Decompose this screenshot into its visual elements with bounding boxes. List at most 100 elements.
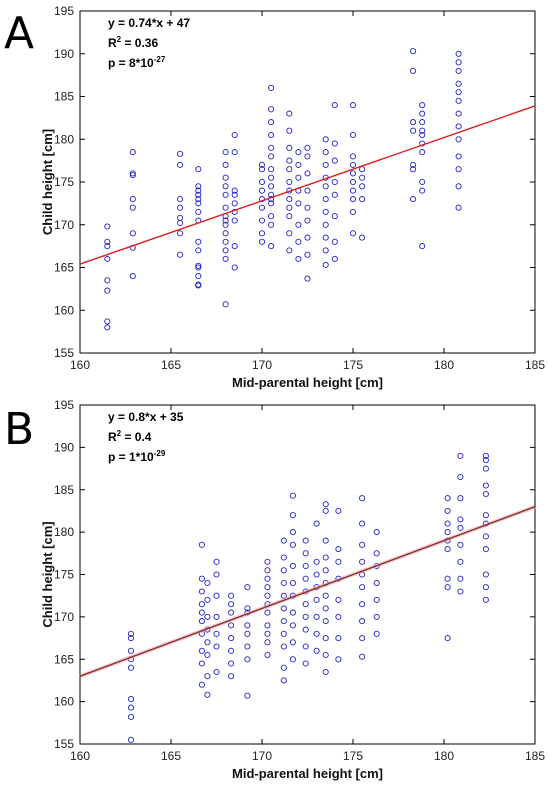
data-point: [482, 452, 489, 459]
data-point: [304, 170, 311, 177]
data-point: [455, 123, 462, 130]
x-tick-label: 170: [252, 358, 272, 372]
data-point: [258, 217, 266, 224]
p-value-base: p = 1*10: [108, 450, 154, 464]
data-point: [177, 214, 184, 221]
data-point: [195, 187, 202, 194]
y-axis-label: Child height [cm]: [40, 129, 55, 235]
data-point: [268, 221, 275, 228]
y-tick-label: 155: [54, 346, 74, 360]
data-point: [204, 651, 211, 659]
data-point: [127, 647, 135, 654]
data-point: [280, 677, 287, 684]
data-point: [228, 635, 235, 642]
data-point: [268, 200, 275, 207]
data-point: [322, 635, 329, 642]
data-point: [373, 529, 380, 536]
data-point: [264, 567, 271, 574]
data-point: [244, 584, 251, 591]
data-point: [231, 187, 238, 194]
data-point: [331, 213, 338, 220]
data-point: [127, 664, 135, 671]
data-point: [419, 119, 426, 126]
data-point: [455, 80, 462, 87]
data-point: [204, 673, 211, 680]
data-point: [349, 131, 357, 139]
panel-b: B 160 165 170 175 180 18515516016517017518018…: [4, 398, 545, 781]
data-point: [195, 200, 202, 207]
data-point: [228, 609, 235, 616]
data-point: [268, 144, 275, 151]
r-squared-text: R2 = 0.36: [108, 35, 158, 50]
y-tick-label: 190: [54, 47, 74, 61]
data-point: [419, 187, 426, 194]
data-point: [286, 144, 293, 151]
y-tick-label: 190: [54, 440, 74, 454]
data-point: [455, 50, 462, 57]
data-point: [198, 660, 205, 667]
data-point: [304, 217, 311, 224]
data-point: [258, 230, 266, 237]
data-point: [302, 601, 309, 608]
data-point: [244, 643, 251, 650]
data-point: [331, 102, 338, 109]
data-point: [104, 287, 111, 294]
regression-equation: y = 0.74*x + 47: [108, 16, 190, 30]
p-value-text: p = 1*10-29: [108, 449, 166, 464]
data-point: [313, 571, 320, 578]
data-point: [349, 208, 357, 215]
data-point: [286, 110, 293, 117]
data-point: [331, 140, 338, 147]
data-point: [322, 554, 329, 561]
data-point: [419, 102, 426, 109]
data-point: [258, 166, 266, 173]
data-point: [127, 704, 135, 711]
data-point: [322, 537, 329, 544]
data-point: [127, 713, 135, 720]
data-point: [231, 149, 238, 156]
data-point: [213, 592, 220, 599]
data-point: [222, 238, 229, 245]
data-point: [444, 507, 451, 514]
data-point: [222, 230, 229, 237]
data-point: [198, 618, 205, 625]
data-point: [213, 630, 220, 637]
y-tick-label: 180: [54, 132, 74, 146]
data-point: [457, 575, 464, 582]
x-axis-label: Mid-parental height [cm]: [232, 375, 383, 390]
data-point: [455, 204, 462, 211]
data-point: [280, 664, 287, 671]
data-point: [127, 630, 135, 637]
data-point: [222, 247, 229, 254]
data-point: [213, 643, 220, 650]
data-point: [335, 558, 342, 565]
data-point: [286, 230, 293, 237]
data-point: [280, 554, 287, 561]
data-point: [286, 166, 293, 173]
data-point: [410, 166, 417, 173]
data-point: [268, 106, 275, 113]
data-point: [482, 546, 489, 553]
data-point: [359, 196, 366, 203]
y-tick-label: 185: [54, 483, 74, 497]
data-point: [286, 178, 293, 186]
data-point: [198, 541, 205, 548]
data-point: [455, 97, 462, 104]
data-point: [195, 166, 202, 173]
data-point: [289, 579, 296, 587]
data-point: [410, 119, 417, 126]
data-point: [455, 183, 462, 190]
data-point: [322, 651, 329, 659]
x-tick-label: 175: [343, 749, 363, 763]
data-point: [419, 149, 426, 156]
data-point: [444, 520, 451, 527]
data-point: [204, 639, 211, 646]
data-point: [457, 541, 464, 548]
y-tick-label: 195: [54, 4, 74, 18]
data-point: [295, 221, 302, 228]
data-point: [302, 660, 309, 667]
data-point: [322, 221, 329, 228]
x-tick-label: 170: [252, 749, 272, 763]
p-value-exponent: -29: [154, 449, 166, 458]
data-point: [195, 281, 202, 288]
